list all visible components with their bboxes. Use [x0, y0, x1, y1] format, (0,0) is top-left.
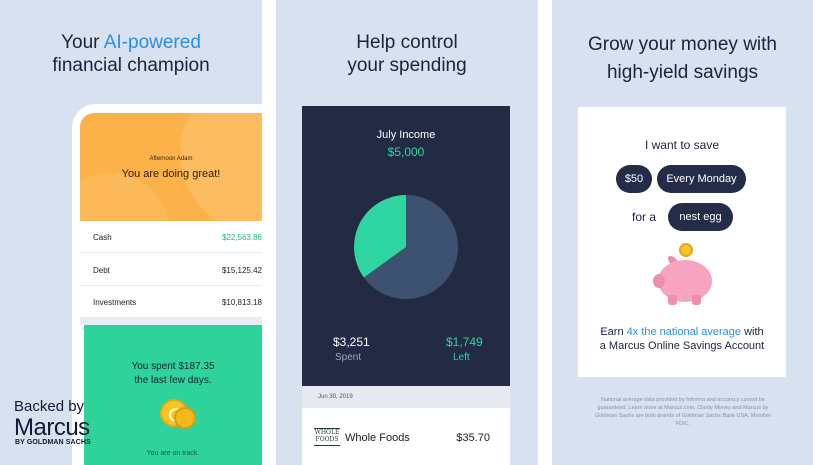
account-value: $22,563.86 [221, 233, 262, 242]
account-value: $10,813.18 [221, 298, 262, 307]
left-value: $1,749 [446, 335, 483, 349]
account-label: Cash [93, 233, 112, 242]
whole-foods-logo-icon: WHOLE FOODS [314, 428, 340, 446]
income-value: $5,000 [387, 145, 425, 159]
piggy-bank-icon [668, 295, 677, 305]
piggy-bank-icon [658, 260, 712, 302]
greeting-card: Afternoon Adam You are doing great! [80, 113, 262, 221]
transaction-amount: $35.70 [456, 432, 490, 444]
spent-value: $3,251 [333, 335, 370, 349]
account-row-debt[interactable]: Debt $15,125.42 [80, 254, 262, 286]
pie-slice-left [354, 195, 406, 278]
backed-by-text: Backed by [14, 398, 85, 415]
spending-card: You spent $187.35 the last few days. You… [84, 325, 262, 465]
disclaimer-text: National average data provided by Inform… [594, 397, 772, 427]
spent-summary: You spent $187.35 the last few days. [84, 360, 262, 388]
account-label: Investments [93, 298, 137, 307]
coin-icon [679, 243, 693, 257]
left-label: Left [453, 352, 470, 363]
earn-text-part: with [741, 326, 764, 338]
coin-icon [174, 407, 196, 429]
merchant-name: Whole Foods [345, 432, 410, 444]
want-save-text: I want to save [644, 138, 720, 152]
greeting-small: Afternoon Adam [149, 156, 193, 162]
income-title: July Income [376, 129, 436, 141]
marcus-logo: Marcus [14, 414, 90, 441]
section-divider [80, 318, 262, 325]
greeting-big: You are doing great! [121, 168, 221, 180]
headline-text: Grow your money with [587, 34, 777, 55]
headline-text-2: high-yield savings [606, 62, 759, 83]
headline-text-2: financial champion [52, 55, 210, 76]
income-pie-chart [354, 195, 458, 299]
account-row-cash[interactable]: Cash $22,563.86 [80, 221, 262, 253]
piggy-bank-icon [692, 295, 701, 305]
earn-text-line2: a Marcus Online Savings Account [599, 340, 765, 352]
goal-pill[interactable]: nest egg [668, 203, 733, 231]
headline-text-2: your spending [347, 55, 467, 76]
income-card: July Income $5,000 $3,251 Spent $1,749 L… [302, 106, 510, 386]
for-a-text: for a [632, 210, 657, 224]
headline-savings: Grow your money with high-yield savings [552, 31, 813, 87]
decor-blob [80, 173, 170, 221]
headline-text: Help control [356, 32, 458, 53]
headline-spending: Help control your spending [276, 31, 538, 77]
account-label: Debt [93, 266, 110, 275]
headline-accent: AI-powered [103, 32, 201, 53]
transaction-row[interactable]: WHOLE FOODS Whole Foods $35.70 [302, 408, 510, 465]
headline-ai: Your AI-powered financial champion [0, 31, 262, 77]
frequency-pill[interactable]: Every Monday [657, 165, 746, 193]
earn-accent: 4x the national average [626, 326, 742, 338]
headline-text: Your [61, 32, 104, 53]
earn-text: Earn 4x the national average with a Marc… [578, 325, 786, 353]
piggy-bank-icon [653, 274, 665, 288]
savings-card: I want to save $50 Every Monday for a ne… [578, 107, 786, 377]
decor-blob [180, 113, 262, 221]
pie-slice-spent [363, 195, 458, 299]
spent-label: Spent [335, 352, 362, 363]
amount-pill[interactable]: $50 [616, 165, 652, 193]
account-value: $15,125.42 [221, 266, 262, 275]
transaction-date-header: Jun 30, 2019 [302, 386, 510, 408]
account-row-investments[interactable]: Investments $10,813.18 [80, 286, 262, 318]
goldman-sachs-logo: BY GOLDMAN SACHS [15, 439, 91, 446]
spent-line: You spent $187.35 [131, 361, 215, 372]
earn-text-part: Earn [600, 326, 627, 338]
on-track-text: You are on track. [146, 450, 200, 457]
spent-line: the last few days. [134, 375, 212, 386]
